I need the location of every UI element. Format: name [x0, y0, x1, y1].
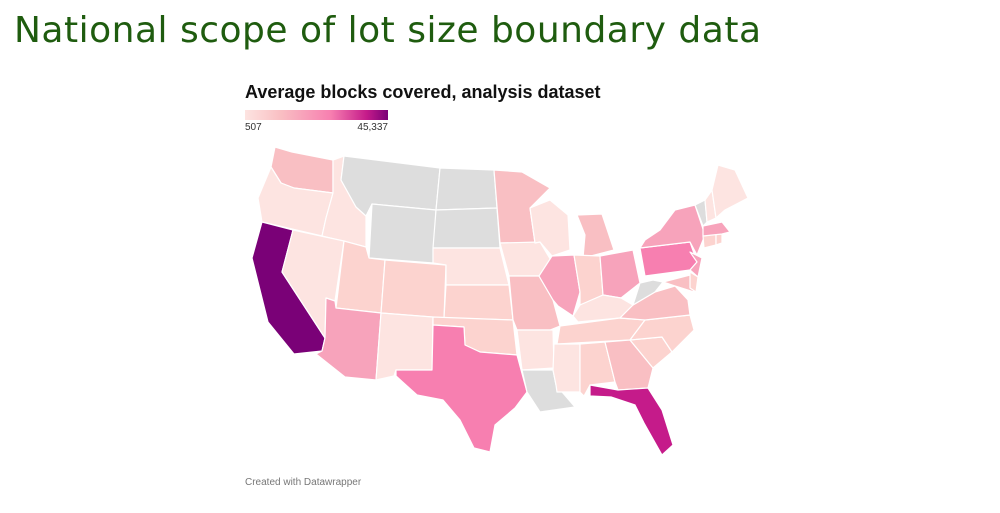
state-florida[interactable] [589, 384, 674, 456]
state-west-virginia[interactable] [632, 279, 664, 306]
legend-max-label: 45,337 [357, 122, 388, 133]
state-wisconsin[interactable] [529, 199, 571, 257]
state-kansas[interactable] [443, 284, 514, 321]
state-massachusetts[interactable] [702, 221, 731, 237]
state-colorado[interactable] [380, 259, 447, 319]
legend-gradient-bar [245, 110, 388, 120]
legend-min-label: 507 [245, 122, 262, 133]
state-south-dakota[interactable] [432, 207, 501, 249]
color-legend: 507 45,337 [245, 110, 388, 136]
slide-title: National scope of lot size boundary data [14, 10, 762, 51]
state-wyoming[interactable] [368, 203, 437, 264]
state-michigan[interactable] [576, 213, 615, 259]
state-kentucky[interactable] [572, 294, 634, 323]
state-north-dakota[interactable] [435, 167, 498, 211]
map-title: Average blocks covered, analysis dataset [245, 82, 601, 102]
state-maryland[interactable] [662, 274, 695, 293]
state-texas[interactable] [395, 324, 528, 453]
state-maine[interactable] [711, 164, 749, 219]
datawrapper-credit: Created with Datawrapper [245, 477, 362, 488]
state-mississippi[interactable] [552, 343, 581, 393]
state-ohio[interactable] [599, 249, 641, 299]
state-rhode-island[interactable] [715, 233, 723, 246]
state-delaware[interactable] [689, 271, 699, 293]
state-arkansas[interactable] [516, 329, 555, 371]
state-new-jersey[interactable] [689, 251, 703, 278]
